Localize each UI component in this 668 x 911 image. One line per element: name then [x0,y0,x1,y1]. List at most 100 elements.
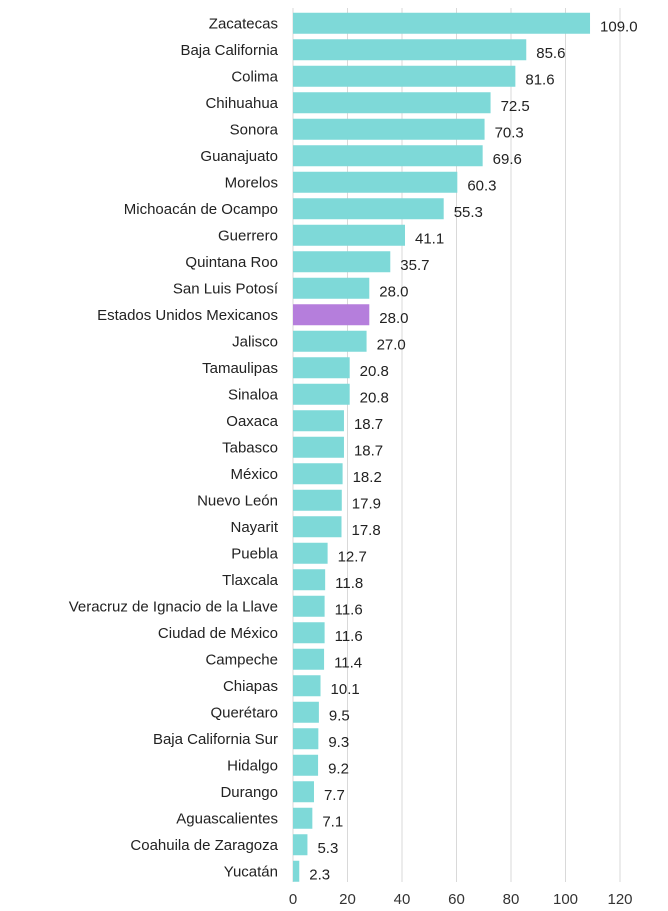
value-label: 72.5 [501,98,530,115]
bar [293,39,527,61]
value-label: 17.8 [352,522,381,539]
bar [293,65,516,87]
value-label: 11.8 [335,575,363,592]
bar [293,595,325,617]
bar [293,701,319,723]
category-label: Baja California [180,42,278,59]
value-label: 81.6 [525,71,554,88]
category-label: Querétaro [210,704,278,721]
category-label: Chihuahua [205,95,278,112]
bar [293,569,326,591]
value-label: 109.0 [600,18,638,35]
bar [293,198,444,220]
bar [293,92,491,114]
category-label: Oaxaca [226,413,278,430]
bar [293,834,308,856]
value-label: 28.0 [379,283,408,300]
category-labels: Zacatecas Baja California Colima Chihuahua S… [69,15,279,880]
value-label: 10.1 [331,681,360,698]
bar [293,781,314,803]
bar [293,436,344,458]
bar [293,489,342,511]
bar [293,277,370,299]
value-label: 20.8 [360,363,389,380]
bar [293,224,405,246]
category-label: Baja California Sur [153,731,278,748]
category-label: Campeche [205,651,278,668]
x-tick-label: 100 [553,891,578,908]
bar [293,516,342,538]
category-label: Nayarit [230,519,278,536]
category-label: Coahuila de Zaragoza [130,837,278,854]
value-label: 18.7 [354,442,383,459]
category-label: México [230,466,278,483]
value-label: 27.0 [377,336,406,353]
value-label: 11.4 [334,654,362,671]
value-label: 18.7 [354,416,383,433]
category-label: Guanajuato [200,148,278,165]
value-label: 7.7 [324,787,345,804]
category-label: Jalisco [232,333,278,350]
x-tick-label: 0 [289,891,297,908]
value-labels: 109.0 85.6 81.6 72.5 70.3 69.6 60.3 55.3 41.1 35.… [309,18,637,883]
x-tick-label: 80 [503,891,520,908]
bar [293,12,591,34]
value-label: 7.1 [322,813,343,830]
category-label: Guerrero [218,227,278,244]
category-label: Tlaxcala [222,572,279,589]
value-label: 18.2 [353,469,382,486]
bar [293,171,458,193]
category-label: Estados Unidos Mexicanos [97,307,278,324]
category-label: Chiapas [223,678,278,695]
category-label: Hidalgo [227,757,278,774]
category-label: Tamaulipas [202,360,278,377]
category-label: Morelos [225,174,278,191]
value-label: 11.6 [335,601,363,618]
bars-group [293,12,591,882]
category-label: Zacatecas [209,15,278,32]
bar [293,728,319,750]
value-label: 35.7 [400,257,429,274]
category-label: Aguascalientes [176,810,278,827]
value-label: 9.2 [328,760,349,777]
value-label: 12.7 [338,548,367,565]
bar [293,304,370,326]
bar [293,860,300,882]
category-label: Colima [231,68,278,85]
bar [293,648,325,670]
value-label: 5.3 [317,840,338,857]
x-axis-tick-labels: 0 20 40 60 80 100 120 [289,891,633,908]
value-label: 28.0 [379,310,408,327]
category-label: Michoacán de Ocampo [124,201,278,218]
bar [293,118,485,140]
x-tick-label: 60 [448,891,465,908]
x-tick-label: 40 [394,891,411,908]
bar [293,754,319,776]
value-label: 70.3 [495,124,524,141]
category-label: Nuevo León [197,492,278,509]
bar [293,807,313,829]
value-label: 20.8 [360,389,389,406]
category-label: Sonora [230,121,279,138]
bar [293,463,343,485]
bar [293,622,325,644]
value-label: 41.1 [415,230,444,247]
value-label: 17.9 [352,495,381,512]
value-label: 2.3 [309,866,330,883]
value-label: 55.3 [454,204,483,221]
value-label: 9.5 [329,707,350,724]
bar [293,383,350,405]
value-label: 85.6 [536,45,565,62]
bar [293,675,321,697]
bar [293,410,344,432]
category-label: Veracruz de Ignacio de la Llave [69,598,278,615]
category-label: Ciudad de México [158,625,278,642]
category-label: Yucatán [224,863,278,880]
category-label: Puebla [231,545,278,562]
bar [293,357,350,379]
value-label: 11.6 [335,628,363,645]
value-label: 9.3 [328,734,349,751]
category-label: Quintana Roo [185,254,278,271]
bar [293,251,391,273]
